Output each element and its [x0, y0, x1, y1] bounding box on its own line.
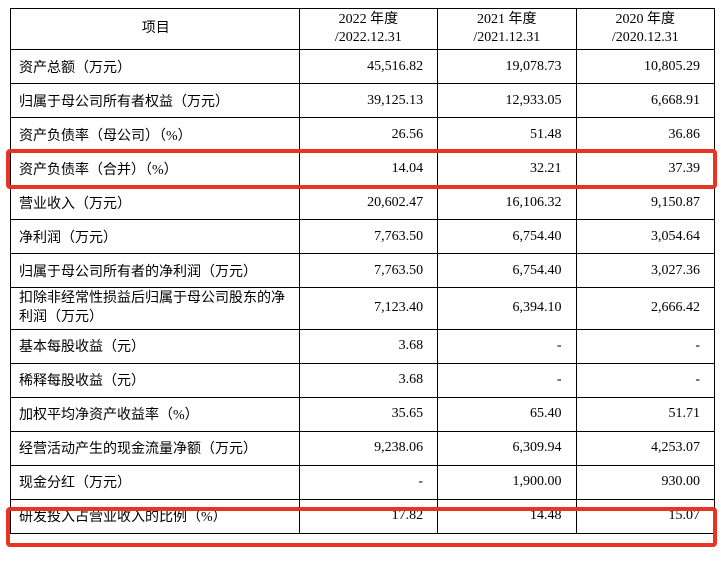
- financial-table: 项目 2022 年度 /2022.12.31 2021 年度 /2021.12.…: [10, 8, 715, 534]
- cell-2021: 6,754.40: [438, 254, 576, 288]
- cell-2022: 3.68: [299, 363, 437, 397]
- table-row: 研发投入占营业收入的比例（%）17.8214.4815.07: [11, 499, 715, 533]
- table-row: 归属于母公司所有者权益（万元）39,125.1312,933.056,668.9…: [11, 84, 715, 118]
- cell-item: 稀释每股收益（元）: [11, 363, 300, 397]
- cell-2022: 7,123.40: [299, 288, 437, 329]
- header-2022: 2022 年度 /2022.12.31: [299, 9, 437, 50]
- cell-2020: -: [576, 363, 714, 397]
- table-row: 净利润（万元）7,763.506,754.403,054.64: [11, 220, 715, 254]
- table-row: 归属于母公司所有者的净利润（万元）7,763.506,754.403,027.3…: [11, 254, 715, 288]
- table-row: 资产负债率（母公司）（%）26.5651.4836.86: [11, 118, 715, 152]
- cell-2021: -: [438, 329, 576, 363]
- cell-2022: 20,602.47: [299, 186, 437, 220]
- header-item: 项目: [11, 9, 300, 50]
- cell-item: 扣除非经常性损益后归属于母公司股东的净利润（万元）: [11, 288, 300, 329]
- table-header-row: 项目 2022 年度 /2022.12.31 2021 年度 /2021.12.…: [11, 9, 715, 50]
- cell-2021: 65.40: [438, 397, 576, 431]
- table-row: 营业收入（万元）20,602.4716,106.329,150.87: [11, 186, 715, 220]
- cell-2020: -: [576, 329, 714, 363]
- header-2020: 2020 年度 /2020.12.31: [576, 9, 714, 50]
- cell-item: 资产负债率（合并）（%）: [11, 152, 300, 186]
- table-row: 扣除非经常性损益后归属于母公司股东的净利润（万元）7,123.406,394.1…: [11, 288, 715, 329]
- cell-2022: 26.56: [299, 118, 437, 152]
- table-row: 资产负债率（合并）（%）14.0432.2137.39: [11, 152, 715, 186]
- cell-2020: 51.71: [576, 397, 714, 431]
- cell-2020: 37.39: [576, 152, 714, 186]
- cell-item: 加权平均净资产收益率（%）: [11, 397, 300, 431]
- table-row: 现金分红（万元）-1,900.00930.00: [11, 465, 715, 499]
- cell-2021: 6,754.40: [438, 220, 576, 254]
- cell-2020: 3,054.64: [576, 220, 714, 254]
- cell-item: 净利润（万元）: [11, 220, 300, 254]
- cell-2021: 12,933.05: [438, 84, 576, 118]
- cell-item: 经营活动产生的现金流量净额（万元）: [11, 431, 300, 465]
- cell-2022: 35.65: [299, 397, 437, 431]
- cell-2022: 7,763.50: [299, 220, 437, 254]
- cell-2021: -: [438, 363, 576, 397]
- cell-2022: 7,763.50: [299, 254, 437, 288]
- table-body: 资产总额（万元）45,516.8219,078.7310,805.29归属于母公…: [11, 50, 715, 533]
- cell-2020: 3,027.36: [576, 254, 714, 288]
- table-row: 稀释每股收益（元）3.68--: [11, 363, 715, 397]
- cell-2020: 4,253.07: [576, 431, 714, 465]
- table-row: 加权平均净资产收益率（%）35.6565.4051.71: [11, 397, 715, 431]
- table-row: 资产总额（万元）45,516.8219,078.7310,805.29: [11, 50, 715, 84]
- cell-2020: 15.07: [576, 499, 714, 533]
- cell-2020: 9,150.87: [576, 186, 714, 220]
- cell-2022: 14.04: [299, 152, 437, 186]
- cell-2021: 14.48: [438, 499, 576, 533]
- cell-2022: 3.68: [299, 329, 437, 363]
- cell-2020: 6,668.91: [576, 84, 714, 118]
- cell-2020: 36.86: [576, 118, 714, 152]
- cell-2021: 1,900.00: [438, 465, 576, 499]
- cell-2022: -: [299, 465, 437, 499]
- cell-2021: 6,394.10: [438, 288, 576, 329]
- cell-2021: 16,106.32: [438, 186, 576, 220]
- cell-2020: 2,666.42: [576, 288, 714, 329]
- cell-2021: 51.48: [438, 118, 576, 152]
- cell-2022: 45,516.82: [299, 50, 437, 84]
- header-2021: 2021 年度 /2021.12.31: [438, 9, 576, 50]
- cell-item: 研发投入占营业收入的比例（%）: [11, 499, 300, 533]
- table-row: 经营活动产生的现金流量净额（万元）9,238.066,309.944,253.0…: [11, 431, 715, 465]
- cell-2020: 10,805.29: [576, 50, 714, 84]
- cell-2021: 19,078.73: [438, 50, 576, 84]
- cell-2022: 9,238.06: [299, 431, 437, 465]
- cell-2021: 6,309.94: [438, 431, 576, 465]
- cell-item: 基本每股收益（元）: [11, 329, 300, 363]
- cell-item: 资产总额（万元）: [11, 50, 300, 84]
- cell-item: 营业收入（万元）: [11, 186, 300, 220]
- cell-item: 归属于母公司所有者的净利润（万元）: [11, 254, 300, 288]
- cell-2020: 930.00: [576, 465, 714, 499]
- table-row: 基本每股收益（元）3.68--: [11, 329, 715, 363]
- cell-item: 资产负债率（母公司）（%）: [11, 118, 300, 152]
- cell-2021: 32.21: [438, 152, 576, 186]
- cell-item: 现金分红（万元）: [11, 465, 300, 499]
- cell-item: 归属于母公司所有者权益（万元）: [11, 84, 300, 118]
- cell-2022: 17.82: [299, 499, 437, 533]
- cell-2022: 39,125.13: [299, 84, 437, 118]
